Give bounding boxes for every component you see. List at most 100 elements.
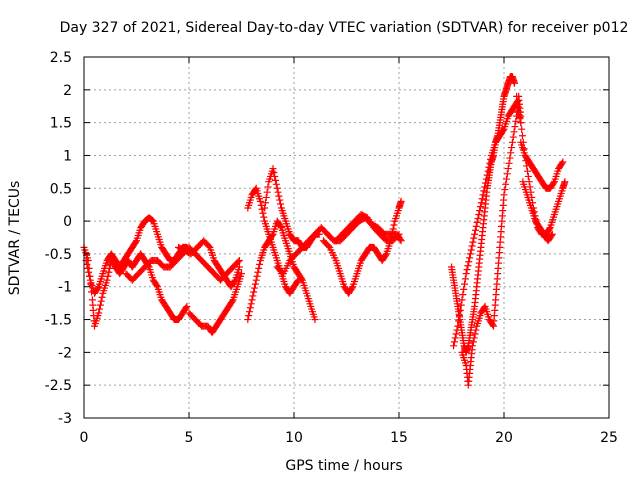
series-arc-14 <box>458 92 525 389</box>
data-point <box>85 272 93 280</box>
data-point <box>486 159 494 167</box>
data-point <box>274 188 282 196</box>
data-point <box>247 300 255 308</box>
data-point <box>485 163 493 171</box>
data-point <box>508 144 516 152</box>
data-point <box>271 172 279 180</box>
data-point <box>450 342 458 350</box>
data-point <box>480 187 488 195</box>
data-point <box>470 334 478 342</box>
data-point <box>461 280 469 288</box>
series-arc-11 <box>332 211 403 245</box>
data-point <box>503 170 511 178</box>
data-point <box>487 155 495 163</box>
data-point <box>514 103 522 111</box>
data-point <box>262 193 270 201</box>
y-tick-label: -2.5 <box>45 378 72 394</box>
data-point <box>148 216 156 224</box>
data-point <box>259 209 267 217</box>
data-point <box>482 175 490 183</box>
data-point <box>482 179 490 187</box>
data-point <box>510 128 518 136</box>
data-point <box>85 268 93 276</box>
data-point <box>272 176 280 184</box>
data-point <box>471 330 479 338</box>
data-point <box>455 317 463 325</box>
series-arc-5 <box>185 270 245 337</box>
data-point <box>512 117 520 125</box>
data-point <box>397 237 405 245</box>
data-point <box>516 113 524 121</box>
data-point <box>474 214 482 222</box>
y-tick-label: -1.5 <box>45 313 72 329</box>
data-point <box>476 207 484 215</box>
data-point <box>480 304 488 312</box>
data-point <box>472 222 480 230</box>
data-point <box>559 158 567 166</box>
data-point <box>249 292 257 300</box>
data-point <box>98 293 106 301</box>
series-arc-17 <box>519 178 556 245</box>
data-point <box>261 204 269 212</box>
data-point <box>502 180 510 188</box>
data-point <box>479 191 487 199</box>
data-point <box>205 242 213 250</box>
data-point <box>272 180 280 188</box>
plot-frame <box>83 56 610 419</box>
data-point <box>270 169 278 177</box>
axes: 0 5 10 15 20 25 -3 -2.5 -2 -1.5 -1 -0.5 0 0.5 1 1.5 2 2.5 <box>45 50 618 446</box>
series-arc-16 <box>517 138 567 192</box>
series-arc-3 <box>122 243 243 284</box>
data-point <box>558 159 566 167</box>
data-point <box>348 284 356 292</box>
data-point <box>132 238 140 246</box>
y-tick-label: 2.5 <box>50 50 72 66</box>
data-point <box>388 229 396 237</box>
data-point <box>397 197 405 205</box>
data-point <box>504 165 512 173</box>
data-point <box>394 232 402 240</box>
data-point <box>489 321 497 329</box>
y-tick-label: 1 <box>63 148 72 164</box>
data-point <box>561 178 569 186</box>
data-point <box>467 246 475 254</box>
data-point <box>550 179 558 187</box>
x-axis-title: GPS time / hours <box>285 458 402 474</box>
x-tick-label: 20 <box>495 430 513 446</box>
data-point <box>275 192 283 200</box>
data-point <box>469 238 477 246</box>
data-point <box>238 270 245 278</box>
data-point <box>251 280 259 288</box>
data-point <box>264 183 272 191</box>
data-point <box>311 316 319 324</box>
series-arc-12 <box>448 73 518 356</box>
data-point <box>462 270 470 278</box>
data-point <box>450 338 458 346</box>
data-point <box>513 92 521 100</box>
data-point <box>182 304 190 312</box>
y-tick-label: -3 <box>58 411 72 427</box>
data-point <box>94 284 102 292</box>
data-point <box>472 326 480 334</box>
data-point <box>256 260 264 268</box>
data-point <box>517 119 525 127</box>
data-point <box>547 232 555 240</box>
data-point <box>481 183 489 191</box>
data-point <box>457 301 465 309</box>
data-point <box>468 242 476 250</box>
data-point <box>470 234 478 242</box>
data-point <box>235 263 243 271</box>
y-tick-label: -1 <box>58 280 72 296</box>
data-point <box>263 188 271 196</box>
data-point <box>460 285 468 293</box>
data-point <box>524 167 532 175</box>
data-point <box>103 276 111 284</box>
data-point <box>500 191 508 199</box>
data-point <box>251 186 259 194</box>
y-tick-label: -0.5 <box>45 247 72 263</box>
data-point <box>503 175 511 183</box>
data-point <box>459 291 467 299</box>
data-point <box>256 197 264 205</box>
x-tick-label: 25 <box>600 430 618 446</box>
series-arc-10 <box>319 197 405 297</box>
